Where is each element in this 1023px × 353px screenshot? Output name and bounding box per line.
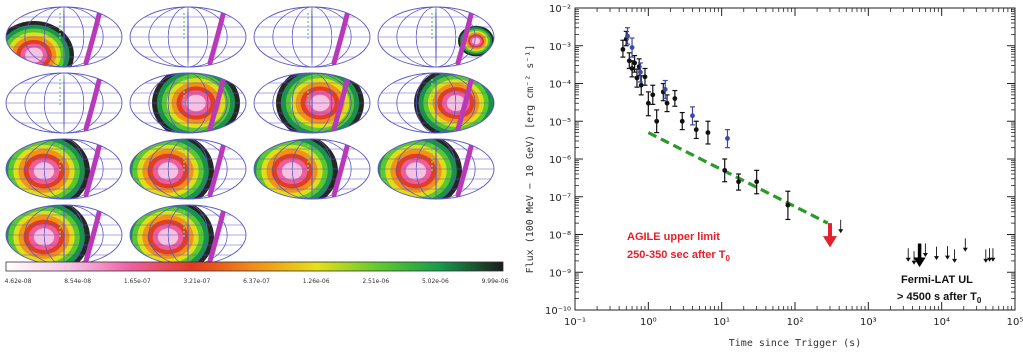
y-tick-label: 10⁻² [549, 4, 571, 15]
upper-limit-arrows [822, 219, 996, 268]
x-axis-label: Time since Trigger (s) [729, 338, 861, 349]
y-tick-label: 10⁻⁹ [549, 268, 571, 279]
axis-ticks [574, 7, 1016, 311]
data-point [662, 86, 668, 92]
sky-map [5, 138, 123, 200]
data-points [620, 27, 791, 221]
colorbar-labels: 4.62e-08 8.54e-08 1.65e-07 3.21e-07 6.37e-07… [5, 278, 509, 285]
fermi-ul-arrow-head [922, 253, 928, 258]
data-point [705, 130, 711, 136]
sky-map-grid [5, 6, 495, 266]
data-point [642, 74, 648, 80]
data-point [626, 58, 632, 64]
y-tick-label: 10⁻³ [549, 42, 571, 53]
data-point [650, 92, 656, 98]
data-point [664, 100, 670, 106]
sky-map [129, 6, 247, 68]
fermi-ul-arrow-head [983, 258, 989, 263]
agile-annotation-line2: 250-350 sec after T [627, 249, 726, 261]
flux-lightcurve-chart: 10⁻¹ 10⁰ 10¹ 10² 10³ 10⁴ 10⁵ 10⁻¹⁰ 10⁻⁹ 10⁻⁸ 10⁻⁷ 1… [525, 4, 1023, 349]
sky-map [377, 6, 495, 68]
data-point [629, 66, 635, 71]
sky-map [253, 72, 371, 134]
agile-annotation: AGILE upper limit [627, 231, 720, 243]
agile-annotation-line1: AGILE upper limit [627, 231, 720, 243]
agile-annotation-2: 250-350 sec after T0 [627, 249, 730, 263]
fermi-annotation-2: > 4500 s after T0 [897, 291, 982, 305]
colorbar-tick-label: 3.21e-07 [183, 278, 210, 285]
data-point [638, 82, 644, 88]
data-point [785, 202, 791, 208]
data-point [632, 60, 638, 66]
data-point [754, 179, 760, 185]
sky-map [377, 138, 495, 200]
colorbar-tick-label: 6.37e-07 [243, 278, 270, 285]
data-point [654, 118, 660, 124]
fermi-annotation-line1: Fermi-LAT UL [901, 274, 973, 286]
colorbar-tick-label: 9.99e-06 [482, 278, 509, 285]
y-tick-label: 10⁻¹⁰ [545, 306, 571, 317]
sky-map [253, 6, 371, 68]
plot-frame [574, 7, 1016, 311]
fermi-ul-big-arrow-head [913, 257, 926, 268]
data-point [725, 136, 730, 141]
y-tick-label: 10⁻⁶ [549, 155, 571, 166]
x-tick-label: 10⁴ [933, 317, 950, 328]
fermi-ul-arrow-head [990, 257, 996, 262]
colorbar-tick-label: 1.26e-06 [303, 278, 330, 285]
agile-ul-arrow-head [822, 236, 837, 248]
fermi-ul-arrow-head [905, 257, 911, 262]
colorbar-tick-label: 2.51e-06 [362, 278, 389, 285]
colorbar-tick-label: 5.02e-06 [422, 278, 449, 285]
tick-labels: 10⁻¹ 10⁰ 10¹ 10² 10³ 10⁴ 10⁵ 10⁻¹⁰ 10⁻⁹ 10⁻⁸ 10⁻⁷ 1… [545, 4, 1023, 328]
y-axis-label: Flux (100 MeV − 10 GeV) [erg cm⁻² s⁻¹] [525, 45, 536, 274]
data-point [722, 167, 728, 173]
agile-annotation-sub: 0 [725, 254, 730, 263]
data-point [620, 47, 626, 52]
sky-map [253, 138, 371, 200]
data-point [679, 118, 685, 124]
data-point [625, 33, 630, 39]
y-tick-label: 10⁻⁵ [549, 117, 571, 128]
fermi-ul-arrow-head [987, 257, 993, 262]
data-point [690, 113, 695, 119]
colorbar-tick-label: 8.54e-08 [64, 278, 91, 285]
data-point [634, 75, 640, 81]
x-tick-label: 10² [787, 317, 804, 328]
y-tick-label: 10⁻⁷ [549, 193, 571, 204]
sky-map [5, 72, 123, 134]
sky-map [5, 204, 123, 266]
fermi-annotation-line2: > 4500 s after T [897, 291, 977, 303]
fermi-ul-arrow-head [962, 247, 968, 252]
data-point [645, 100, 651, 106]
x-tick-label: 10⁰ [640, 317, 657, 328]
sky-maps-panel: 4.62e-08 8.54e-08 1.65e-07 3.21e-07 6.37e-07… [5, 6, 509, 285]
fermi-ul-arrow-head [944, 255, 950, 260]
data-point [736, 179, 741, 185]
sky-map [129, 72, 247, 134]
fermi-ul-arrow-head [952, 258, 958, 263]
x-tick-label: 10⁵ [1007, 317, 1023, 328]
y-tick-label: 10⁻⁸ [549, 231, 571, 242]
data-point [672, 96, 678, 101]
colorbar [5, 261, 504, 272]
x-tick-label: 10⁻¹ [564, 317, 586, 328]
sky-map [129, 138, 247, 200]
data-point [629, 45, 635, 50]
small-ul-arrow-head [838, 229, 844, 234]
data-point [638, 69, 643, 75]
y-tick-label: 10⁻⁴ [549, 80, 571, 91]
sky-map [5, 6, 123, 68]
fermi-annotation-sub: 0 [977, 296, 982, 305]
colorbar-tick-label: 4.62e-08 [5, 278, 32, 285]
data-point [693, 127, 699, 133]
fermi-annotation: Fermi-LAT UL [901, 274, 973, 286]
sky-map [377, 72, 495, 134]
fermi-ul-arrow-head [933, 256, 939, 261]
colorbar-tick-label: 1.65e-07 [124, 278, 151, 285]
fermi-ul-arrow-head [911, 260, 917, 265]
x-tick-label: 10¹ [713, 317, 730, 328]
x-tick-label: 10³ [860, 317, 877, 328]
